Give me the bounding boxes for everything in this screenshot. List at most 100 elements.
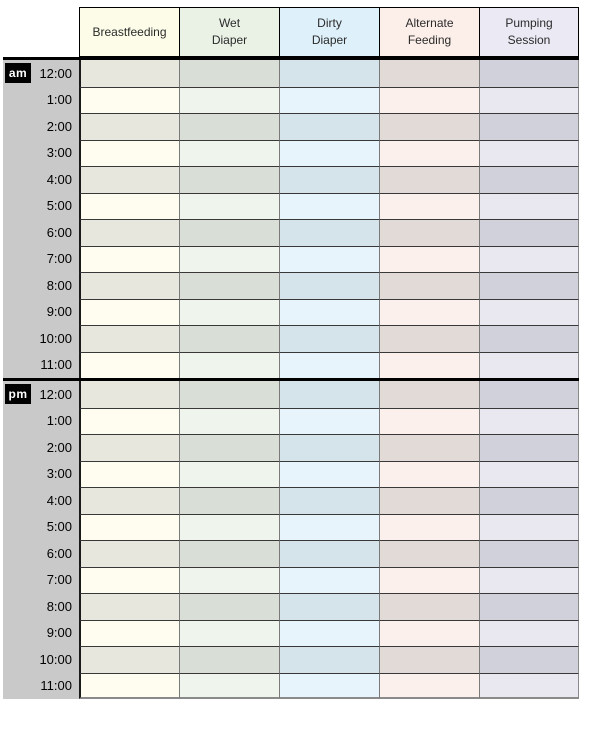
log-cell-pm-100-alternate-feeding[interactable] — [379, 407, 479, 434]
log-cell-pm-700-wet-diaper[interactable] — [179, 566, 279, 593]
log-cell-pm-1000-wet-diaper[interactable] — [179, 646, 279, 673]
log-cell-pm-900-breastfeeding[interactable] — [79, 619, 179, 646]
log-cell-pm-1100-breastfeeding[interactable] — [79, 672, 179, 699]
log-cell-pm-1100-wet-diaper[interactable] — [179, 672, 279, 699]
log-cell-am-400-pumping-session[interactable] — [479, 166, 579, 193]
log-cell-am-600-dirty-diaper[interactable] — [279, 219, 379, 246]
log-cell-pm-200-dirty-diaper[interactable] — [279, 434, 379, 461]
log-cell-pm-600-wet-diaper[interactable] — [179, 540, 279, 567]
log-cell-pm-600-pumping-session[interactable] — [479, 540, 579, 567]
log-cell-pm-900-dirty-diaper[interactable] — [279, 619, 379, 646]
log-cell-am-1100-breastfeeding[interactable] — [79, 351, 179, 378]
log-cell-pm-800-alternate-feeding[interactable] — [379, 593, 479, 620]
log-cell-am-900-pumping-session[interactable] — [479, 298, 579, 325]
log-cell-am-1000-breastfeeding[interactable] — [79, 325, 179, 352]
log-cell-pm-1200-breastfeeding[interactable] — [79, 381, 179, 408]
log-cell-am-900-wet-diaper[interactable] — [179, 298, 279, 325]
log-cell-am-1000-wet-diaper[interactable] — [179, 325, 279, 352]
log-cell-pm-500-dirty-diaper[interactable] — [279, 513, 379, 540]
log-cell-am-400-alternate-feeding[interactable] — [379, 166, 479, 193]
log-cell-pm-1000-breastfeeding[interactable] — [79, 646, 179, 673]
log-cell-pm-200-pumping-session[interactable] — [479, 434, 579, 461]
log-cell-pm-400-wet-diaper[interactable] — [179, 487, 279, 514]
log-cell-pm-700-dirty-diaper[interactable] — [279, 566, 379, 593]
log-cell-am-800-wet-diaper[interactable] — [179, 272, 279, 299]
log-cell-am-800-dirty-diaper[interactable] — [279, 272, 379, 299]
log-cell-am-400-wet-diaper[interactable] — [179, 166, 279, 193]
log-cell-pm-1000-pumping-session[interactable] — [479, 646, 579, 673]
log-cell-pm-300-alternate-feeding[interactable] — [379, 460, 479, 487]
log-cell-am-300-alternate-feeding[interactable] — [379, 139, 479, 166]
log-cell-pm-700-pumping-session[interactable] — [479, 566, 579, 593]
log-cell-am-200-wet-diaper[interactable] — [179, 113, 279, 140]
log-cell-pm-200-wet-diaper[interactable] — [179, 434, 279, 461]
log-cell-am-800-breastfeeding[interactable] — [79, 272, 179, 299]
log-cell-am-1100-dirty-diaper[interactable] — [279, 351, 379, 378]
log-cell-am-1000-alternate-feeding[interactable] — [379, 325, 479, 352]
log-cell-am-700-wet-diaper[interactable] — [179, 245, 279, 272]
log-cell-am-200-dirty-diaper[interactable] — [279, 113, 379, 140]
log-cell-pm-1200-dirty-diaper[interactable] — [279, 381, 379, 408]
log-cell-pm-400-pumping-session[interactable] — [479, 487, 579, 514]
log-cell-am-200-breastfeeding[interactable] — [79, 113, 179, 140]
log-cell-am-300-breastfeeding[interactable] — [79, 139, 179, 166]
log-cell-am-500-pumping-session[interactable] — [479, 192, 579, 219]
log-cell-am-500-dirty-diaper[interactable] — [279, 192, 379, 219]
log-cell-pm-700-breastfeeding[interactable] — [79, 566, 179, 593]
log-cell-pm-600-dirty-diaper[interactable] — [279, 540, 379, 567]
log-cell-am-700-pumping-session[interactable] — [479, 245, 579, 272]
log-cell-pm-900-wet-diaper[interactable] — [179, 619, 279, 646]
log-cell-pm-1100-pumping-session[interactable] — [479, 672, 579, 699]
log-cell-pm-400-dirty-diaper[interactable] — [279, 487, 379, 514]
log-cell-am-100-breastfeeding[interactable] — [79, 86, 179, 113]
log-cell-am-100-wet-diaper[interactable] — [179, 86, 279, 113]
log-cell-am-500-alternate-feeding[interactable] — [379, 192, 479, 219]
log-cell-pm-500-breastfeeding[interactable] — [79, 513, 179, 540]
log-cell-am-700-dirty-diaper[interactable] — [279, 245, 379, 272]
log-cell-pm-1100-dirty-diaper[interactable] — [279, 672, 379, 699]
log-cell-am-1100-wet-diaper[interactable] — [179, 351, 279, 378]
log-cell-pm-100-dirty-diaper[interactable] — [279, 407, 379, 434]
log-cell-pm-600-breastfeeding[interactable] — [79, 540, 179, 567]
log-cell-am-900-dirty-diaper[interactable] — [279, 298, 379, 325]
log-cell-pm-700-alternate-feeding[interactable] — [379, 566, 479, 593]
log-cell-pm-900-alternate-feeding[interactable] — [379, 619, 479, 646]
log-cell-am-600-pumping-session[interactable] — [479, 219, 579, 246]
log-cell-am-300-dirty-diaper[interactable] — [279, 139, 379, 166]
log-cell-am-400-breastfeeding[interactable] — [79, 166, 179, 193]
log-cell-pm-800-dirty-diaper[interactable] — [279, 593, 379, 620]
log-cell-am-100-alternate-feeding[interactable] — [379, 86, 479, 113]
log-cell-am-100-pumping-session[interactable] — [479, 86, 579, 113]
log-cell-am-600-alternate-feeding[interactable] — [379, 219, 479, 246]
log-cell-pm-1000-dirty-diaper[interactable] — [279, 646, 379, 673]
log-cell-pm-500-pumping-session[interactable] — [479, 513, 579, 540]
log-cell-pm-1100-alternate-feeding[interactable] — [379, 672, 479, 699]
log-cell-am-700-breastfeeding[interactable] — [79, 245, 179, 272]
log-cell-am-400-dirty-diaper[interactable] — [279, 166, 379, 193]
log-cell-pm-500-wet-diaper[interactable] — [179, 513, 279, 540]
log-cell-am-1200-breastfeeding[interactable] — [79, 60, 179, 87]
log-cell-pm-300-wet-diaper[interactable] — [179, 460, 279, 487]
log-cell-am-1200-wet-diaper[interactable] — [179, 60, 279, 87]
log-cell-am-900-breastfeeding[interactable] — [79, 298, 179, 325]
log-cell-am-600-wet-diaper[interactable] — [179, 219, 279, 246]
log-cell-am-800-alternate-feeding[interactable] — [379, 272, 479, 299]
log-cell-pm-1200-alternate-feeding[interactable] — [379, 381, 479, 408]
log-cell-pm-300-dirty-diaper[interactable] — [279, 460, 379, 487]
log-cell-am-1000-pumping-session[interactable] — [479, 325, 579, 352]
log-cell-am-300-wet-diaper[interactable] — [179, 139, 279, 166]
log-cell-pm-1200-pumping-session[interactable] — [479, 381, 579, 408]
log-cell-pm-200-breastfeeding[interactable] — [79, 434, 179, 461]
log-cell-am-100-dirty-diaper[interactable] — [279, 86, 379, 113]
log-cell-pm-600-alternate-feeding[interactable] — [379, 540, 479, 567]
log-cell-am-800-pumping-session[interactable] — [479, 272, 579, 299]
log-cell-pm-300-pumping-session[interactable] — [479, 460, 579, 487]
log-cell-am-900-alternate-feeding[interactable] — [379, 298, 479, 325]
log-cell-am-600-breastfeeding[interactable] — [79, 219, 179, 246]
log-cell-pm-100-breastfeeding[interactable] — [79, 407, 179, 434]
log-cell-pm-400-breastfeeding[interactable] — [79, 487, 179, 514]
log-cell-pm-400-alternate-feeding[interactable] — [379, 487, 479, 514]
log-cell-am-700-alternate-feeding[interactable] — [379, 245, 479, 272]
log-cell-am-300-pumping-session[interactable] — [479, 139, 579, 166]
log-cell-am-1000-dirty-diaper[interactable] — [279, 325, 379, 352]
